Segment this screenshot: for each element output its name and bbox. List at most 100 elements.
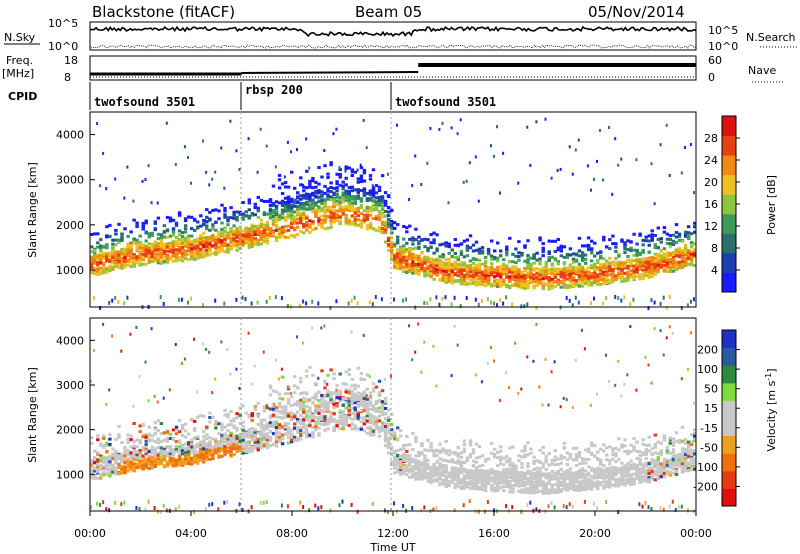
data-cell <box>99 463 103 467</box>
data-cell <box>150 456 154 460</box>
data-cell <box>629 269 633 273</box>
data-cell <box>490 239 494 243</box>
data-cell <box>405 241 409 245</box>
data-cell <box>344 183 348 187</box>
data-cell <box>523 269 527 273</box>
data-cell <box>247 232 251 235</box>
colorbar-swatch <box>722 252 736 273</box>
data-cell <box>168 257 173 261</box>
data-cell <box>196 457 200 461</box>
data-cell <box>541 286 545 290</box>
data-cell <box>574 295 577 300</box>
data-cell <box>590 266 594 270</box>
data-cell <box>314 214 318 218</box>
data-cell <box>477 262 482 266</box>
data-cell <box>90 470 94 474</box>
data-cell <box>241 508 244 512</box>
data-cell <box>371 204 376 207</box>
data-cell <box>226 423 230 427</box>
data-cell <box>256 437 260 441</box>
data-cell <box>165 260 170 264</box>
data-cell <box>296 233 300 236</box>
data-cell <box>199 248 203 252</box>
data-cell <box>435 261 439 265</box>
data-cell <box>559 268 563 271</box>
data-cell <box>605 266 609 270</box>
data-cell <box>338 196 342 200</box>
data-cell <box>332 200 336 204</box>
data-cell <box>593 268 597 271</box>
data-cell <box>99 259 103 263</box>
data-cell <box>644 274 648 278</box>
data-cell <box>156 441 161 445</box>
data-cell <box>138 507 141 511</box>
data-cell <box>90 265 94 269</box>
data-cell <box>614 137 617 141</box>
data-cell <box>153 258 157 262</box>
data-cell <box>617 254 621 258</box>
data-cell <box>426 267 430 271</box>
data-cell <box>165 229 170 233</box>
data-cell <box>171 259 176 263</box>
data-cell <box>114 253 118 257</box>
data-cell <box>356 218 360 222</box>
data-cell <box>365 227 370 231</box>
data-cell <box>232 443 236 447</box>
data-cell <box>641 243 645 247</box>
data-cell <box>529 280 533 284</box>
data-cell <box>438 262 442 266</box>
data-cell <box>353 223 357 227</box>
data-cell <box>193 238 197 242</box>
data-cell <box>380 198 385 202</box>
data-cell <box>459 261 464 265</box>
data-cell <box>553 257 557 261</box>
data-cell <box>556 262 560 266</box>
data-cell <box>235 230 239 233</box>
data-cell <box>390 248 394 252</box>
data-cell <box>656 260 660 264</box>
data-cell <box>374 207 379 211</box>
data-cell <box>599 266 603 270</box>
data-cell <box>347 190 351 194</box>
data-cell <box>226 250 230 254</box>
data-cell <box>502 267 506 271</box>
data-cell <box>429 241 433 245</box>
data-cell <box>286 195 291 199</box>
data-cell <box>474 258 479 262</box>
data-cell <box>462 273 467 277</box>
data-cell <box>547 259 551 262</box>
data-cell <box>208 453 212 457</box>
data-cell <box>571 172 574 176</box>
data-cell <box>105 267 109 271</box>
data-cell <box>174 251 179 255</box>
data-cell <box>214 220 218 224</box>
data-cell <box>196 461 200 465</box>
data-cell <box>205 442 209 446</box>
data-cell <box>256 413 260 417</box>
data-cell <box>329 305 332 310</box>
data-cell <box>244 297 247 302</box>
data-cell <box>320 209 324 213</box>
data-cell <box>220 227 224 231</box>
data-cell <box>177 439 182 443</box>
data-cell <box>120 465 124 469</box>
data-cell <box>444 262 448 265</box>
data-cell <box>414 305 417 310</box>
data-cell <box>311 179 315 183</box>
data-cell <box>193 251 197 254</box>
data-cell <box>241 236 245 240</box>
data-cell <box>114 257 118 261</box>
data-cell <box>535 279 539 283</box>
data-cell <box>686 249 691 253</box>
data-cell <box>308 204 312 208</box>
data-cell <box>532 256 536 260</box>
data-cell <box>577 300 580 305</box>
data-cell <box>302 193 306 197</box>
data-cell <box>183 230 188 234</box>
data-cell <box>299 183 303 187</box>
data-cell <box>302 204 306 208</box>
data-cell <box>135 505 138 510</box>
data-cell <box>505 267 509 271</box>
data-cell <box>114 260 118 264</box>
data-cell <box>90 257 94 261</box>
